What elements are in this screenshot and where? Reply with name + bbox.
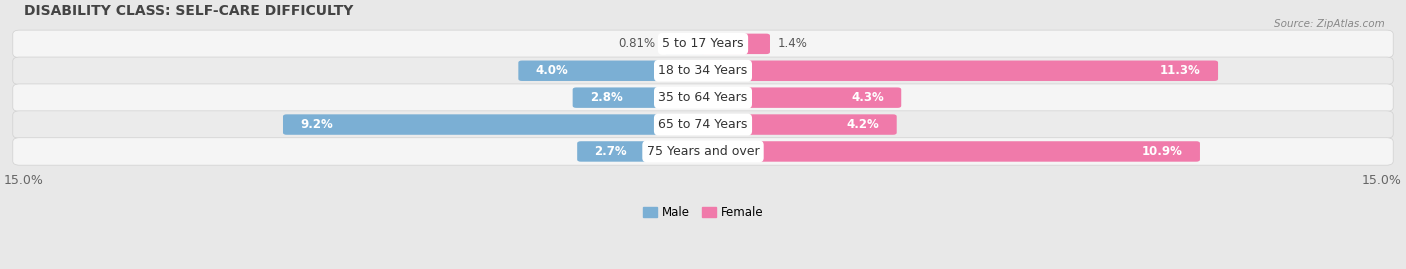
Text: 10.9%: 10.9%	[1142, 145, 1182, 158]
Text: 11.3%: 11.3%	[1160, 64, 1201, 77]
FancyBboxPatch shape	[13, 30, 1393, 58]
Text: 9.2%: 9.2%	[301, 118, 333, 131]
FancyBboxPatch shape	[699, 141, 1199, 162]
Text: 65 to 74 Years: 65 to 74 Years	[658, 118, 748, 131]
Text: 4.3%: 4.3%	[851, 91, 884, 104]
Text: Source: ZipAtlas.com: Source: ZipAtlas.com	[1274, 19, 1385, 29]
Text: 75 Years and over: 75 Years and over	[647, 145, 759, 158]
FancyBboxPatch shape	[13, 84, 1393, 111]
Text: 4.0%: 4.0%	[536, 64, 568, 77]
FancyBboxPatch shape	[13, 57, 1393, 84]
FancyBboxPatch shape	[13, 138, 1393, 165]
FancyBboxPatch shape	[699, 61, 1218, 81]
Text: DISABILITY CLASS: SELF-CARE DIFFICULTY: DISABILITY CLASS: SELF-CARE DIFFICULTY	[24, 4, 353, 18]
FancyBboxPatch shape	[519, 61, 707, 81]
FancyBboxPatch shape	[699, 34, 770, 54]
FancyBboxPatch shape	[578, 141, 707, 162]
FancyBboxPatch shape	[572, 87, 707, 108]
FancyBboxPatch shape	[13, 111, 1393, 138]
FancyBboxPatch shape	[699, 87, 901, 108]
Text: 35 to 64 Years: 35 to 64 Years	[658, 91, 748, 104]
Text: 18 to 34 Years: 18 to 34 Years	[658, 64, 748, 77]
Text: 1.4%: 1.4%	[778, 37, 807, 50]
Legend: Male, Female: Male, Female	[638, 201, 768, 224]
FancyBboxPatch shape	[699, 114, 897, 135]
Text: 0.81%: 0.81%	[617, 37, 655, 50]
Text: 2.7%: 2.7%	[595, 145, 627, 158]
FancyBboxPatch shape	[662, 34, 707, 54]
Text: 4.2%: 4.2%	[846, 118, 880, 131]
FancyBboxPatch shape	[283, 114, 707, 135]
Text: 5 to 17 Years: 5 to 17 Years	[662, 37, 744, 50]
Text: 2.8%: 2.8%	[591, 91, 623, 104]
